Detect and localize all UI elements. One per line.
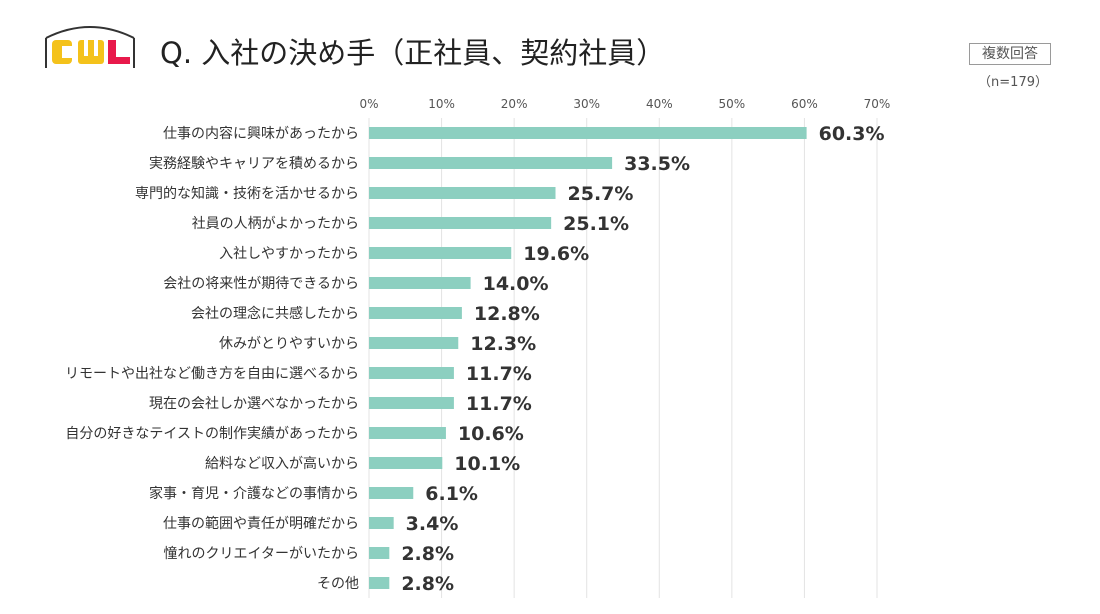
x-tick-label: 60% [791, 97, 818, 111]
bar [369, 547, 390, 559]
x-tick-label: 10% [428, 97, 455, 111]
category-label: 仕事の内容に興味があったから [163, 125, 359, 142]
cwl-logo-graphic [45, 26, 135, 68]
bar [369, 307, 462, 319]
x-tick-label: 0% [359, 97, 378, 111]
value-label: 19.6% [523, 243, 589, 265]
answer-type-badge: 複数回答 [969, 43, 1051, 65]
category-label: 自分の好きなテイストの制作実績があったから [65, 426, 359, 442]
x-tick-label: 70% [864, 97, 891, 111]
bar [369, 517, 394, 529]
bar [369, 187, 556, 199]
category-label: 家事・育児・介護などの事情から [149, 485, 359, 502]
logo-letter-l [108, 40, 130, 64]
chart-title: Q. 入社の決め手（正社員、契約社員） [160, 36, 666, 70]
bar [369, 577, 390, 589]
value-label: 12.8% [474, 303, 540, 325]
category-label: 実務経験やキャリアを積めるから [149, 156, 359, 172]
category-label: その他 [317, 576, 359, 592]
value-label: 11.7% [466, 363, 532, 385]
category-label: 専門的な知識・技術を活かせるから [135, 185, 359, 202]
bar [369, 217, 552, 229]
value-label: 25.7% [568, 183, 634, 205]
bar [369, 247, 512, 259]
value-label: 11.7% [466, 393, 532, 415]
value-label: 10.6% [458, 423, 524, 445]
bar [369, 487, 414, 499]
cwl-logo [42, 22, 138, 70]
value-label: 6.1% [425, 483, 478, 505]
bar [369, 127, 807, 139]
value-label: 14.0% [483, 273, 549, 295]
bar [369, 427, 446, 439]
category-label: 給料など収入が高いから [205, 455, 359, 472]
category-label: 憧れのクリエイターがいたから [164, 546, 359, 562]
bar [369, 457, 443, 469]
category-label: 仕事の範囲や責任が明確だから [163, 515, 359, 532]
bar [369, 367, 454, 379]
category-label: 社員の人柄がよかったから [192, 216, 359, 232]
value-label: 33.5% [624, 153, 690, 175]
x-tick-label: 50% [719, 97, 746, 111]
category-label: リモートや出社など働き方を自由に選べるから [65, 366, 359, 382]
category-label: 休みがとりやすいから [219, 336, 359, 352]
value-label: 2.8% [401, 543, 454, 565]
logo-arch [45, 26, 135, 39]
category-label: 現在の会社しか選べなかったから [149, 396, 359, 412]
value-label: 2.8% [401, 573, 454, 595]
category-label: 会社の将来性が期待できるから [163, 276, 359, 292]
sample-size: （n=179） [978, 75, 1048, 90]
value-label: 10.1% [454, 453, 520, 475]
x-tick-label: 20% [501, 97, 528, 111]
x-tick-label: 30% [573, 97, 600, 111]
bar [369, 397, 454, 409]
logo-letter-c [52, 40, 74, 64]
category-label: 入社しやすかったから [219, 246, 359, 262]
category-label: 会社の理念に共感したから [191, 305, 359, 322]
value-label: 25.1% [563, 213, 629, 235]
value-label: 12.3% [470, 333, 536, 355]
bar [369, 277, 471, 289]
x-tick-label: 40% [646, 97, 673, 111]
logo-letter-w [78, 40, 104, 64]
bar [369, 337, 459, 349]
value-label: 3.4% [406, 513, 459, 535]
bar [369, 157, 613, 169]
value-label: 60.3% [819, 123, 885, 145]
